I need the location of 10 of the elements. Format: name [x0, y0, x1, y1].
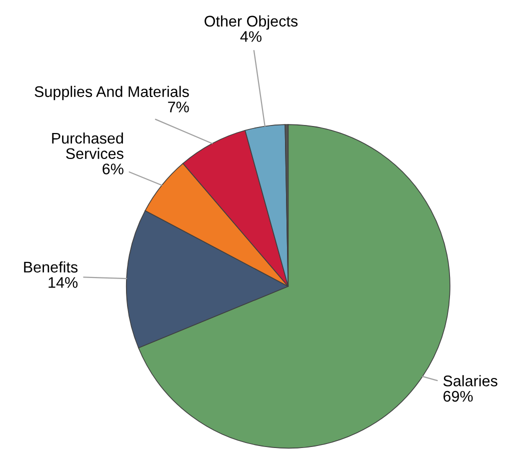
- slice-label: Purchased Services: [52, 132, 124, 160]
- slice-label: Benefits: [24, 261, 78, 273]
- slice-label: Other Objects: [204, 15, 298, 30]
- data-label: 14%: [48, 277, 78, 288]
- slice-label: Supplies And Materials: [34, 86, 189, 100]
- data-label: 69%: [443, 390, 473, 402]
- data-label: 6%: [102, 164, 124, 174]
- data-label: 7%: [168, 102, 189, 112]
- slice-label: Salaries: [443, 375, 498, 386]
- data-label: 4%: [240, 31, 262, 42]
